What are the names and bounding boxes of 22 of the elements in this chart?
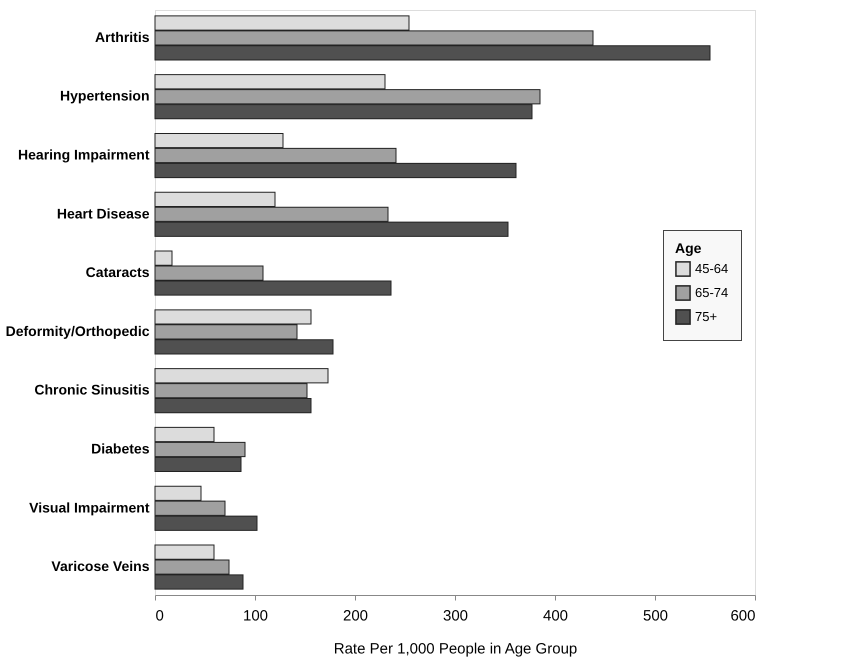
y-tick-label: Chronic Sinusitis <box>34 382 150 398</box>
legend-label: 65-74 <box>695 285 728 300</box>
x-tick-label: 300 <box>442 608 468 624</box>
legend-label: 75+ <box>695 309 718 324</box>
y-tick-label: Heart Disease <box>56 205 150 222</box>
x-tick-label: 100 <box>242 608 268 624</box>
x-tick-label: 0 <box>156 608 164 624</box>
y-tick-label: Arthritis <box>95 28 150 45</box>
y-tick-label: Visual Impairment <box>29 499 150 516</box>
y-tick-label: Hearing Impairment <box>18 146 150 163</box>
y-tick-label: Cataracts <box>86 264 150 280</box>
x-tick-label: 600 <box>730 608 756 624</box>
y-tick-label: Varicose Veins <box>51 558 150 574</box>
y-tick-label: Hypertension <box>60 88 150 104</box>
x-tick-label: 400 <box>542 608 568 624</box>
x-tick-label: 500 <box>642 608 668 624</box>
y-tick-label: Diabetes <box>91 440 150 456</box>
y-tick-label: Deformity/Orthopedic <box>6 322 150 339</box>
x-tick-label: 200 <box>342 608 368 624</box>
legend-label: 45-64 <box>695 261 728 276</box>
x-axis-title: Rate Per 1,000 People in Age Group <box>334 640 578 658</box>
legend-title: Age <box>675 240 702 256</box>
